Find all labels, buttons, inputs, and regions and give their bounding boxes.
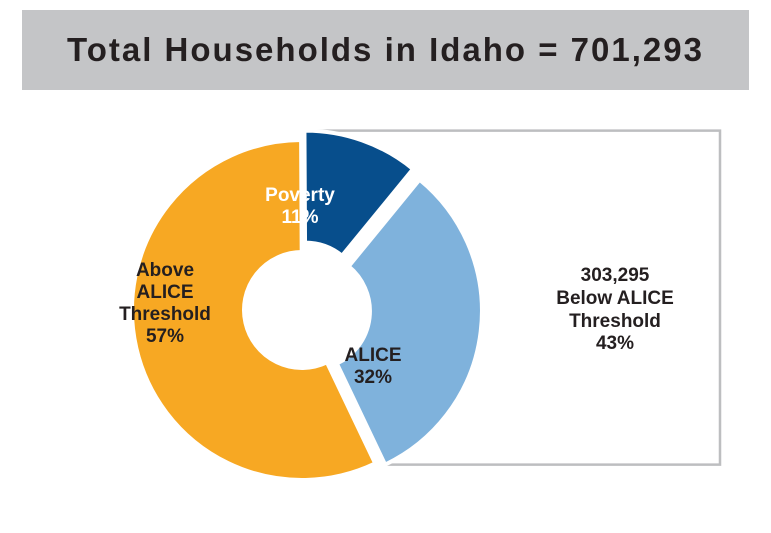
callout-label: 303,295Below ALICEThreshold43% [556, 265, 674, 356]
slice-label-poverty: Poverty11% [265, 185, 335, 229]
slice-label-above: AboveALICEThreshold57% [119, 260, 211, 347]
slice-label-alice: ALICE32% [345, 345, 402, 389]
